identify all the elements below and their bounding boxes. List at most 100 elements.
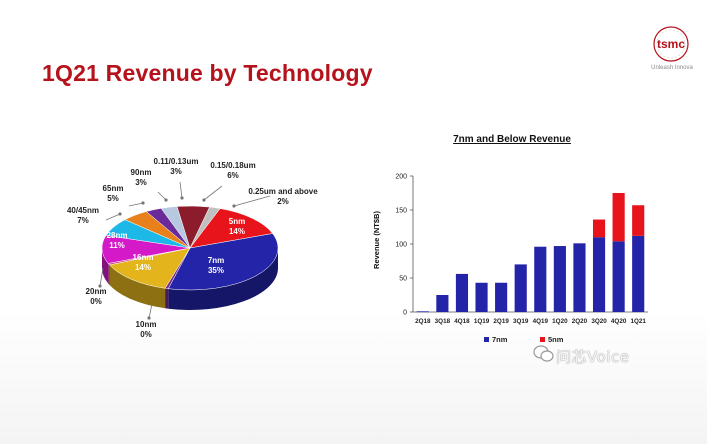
pie-pct-0-15-0-18um: 6% bbox=[227, 171, 239, 180]
bar-x-tick-label: 1Q20 bbox=[552, 318, 568, 325]
bar-x-tick-label: 3Q20 bbox=[591, 318, 607, 325]
bar-x-tick-label: 2Q20 bbox=[572, 318, 588, 325]
pie-pct-0-11-0-13um: 3% bbox=[170, 167, 182, 176]
pie-leader-0-15-0-18um bbox=[203, 185, 223, 201]
pie-pct-90nm: 3% bbox=[135, 178, 147, 187]
pie-side-28nm bbox=[102, 248, 109, 284]
bar-x-tick-label: 4Q20 bbox=[611, 318, 627, 325]
pie-label-90nm: 90nm bbox=[131, 168, 152, 177]
pie-leader-dot-90nm bbox=[164, 198, 168, 202]
bar-y-tick-label: 200 bbox=[395, 174, 407, 181]
pie-leader-dot-40-45nm bbox=[118, 212, 122, 216]
bar-y-tick-label: 150 bbox=[395, 208, 407, 215]
pie-pct-20nm: 0% bbox=[90, 297, 102, 306]
pie-side-7nm bbox=[168, 248, 278, 310]
bar-5nm-1Q21 bbox=[632, 205, 645, 236]
pie-leader-65nm bbox=[128, 202, 144, 207]
bar-7nm-2Q19 bbox=[495, 282, 508, 312]
bar-marks bbox=[416, 193, 645, 313]
bar-x-tick-label: 3Q19 bbox=[513, 318, 529, 325]
bar-y-tick-label: 100 bbox=[395, 242, 407, 249]
bar-7nm-1Q21 bbox=[632, 235, 645, 312]
logo-tagline: Unleash Innova bbox=[651, 65, 693, 71]
pie-pct-28nm: 11% bbox=[109, 241, 125, 250]
pie-label-7nm: 7nm bbox=[208, 256, 224, 265]
pie-leader-0-11-0-13um bbox=[179, 181, 183, 199]
bar-axes: 0 50 100 150 200 2Q18 3Q18 4Q18 1Q19 2Q19 3Q19 4Q19… bbox=[395, 174, 648, 325]
pie-leader-dot-65nm bbox=[141, 201, 145, 205]
bar-7nm-3Q19 bbox=[514, 264, 527, 312]
pie-label-0-15-0-18um: 0.15/0.18um bbox=[210, 161, 255, 170]
bar-7nm-4Q19 bbox=[534, 246, 547, 312]
pie-slice-5nm bbox=[189, 208, 274, 249]
pie-slice-0-25um-and-above bbox=[189, 206, 221, 249]
pie-leader-0-25um-and-above bbox=[233, 195, 271, 207]
pie-label-20nm: 20nm bbox=[86, 287, 107, 296]
legend-label-5nm: 5nm bbox=[548, 335, 564, 344]
logo-ring bbox=[653, 26, 689, 62]
legend-swatch-7nm bbox=[484, 337, 489, 342]
pie-slice-7nm bbox=[167, 233, 279, 291]
bar-5nm-4Q20 bbox=[612, 193, 625, 242]
pie-label-28nm: 28nm bbox=[107, 231, 128, 240]
pie-pct-7nm: 35% bbox=[208, 266, 224, 275]
slide-title: 1Q21 Revenue by Technology bbox=[42, 60, 373, 86]
bar-x-tick-label: 2Q19 bbox=[493, 318, 509, 325]
pie-slice-16nm bbox=[108, 247, 191, 289]
pie-leader-dot-20nm bbox=[98, 284, 102, 288]
bar-7nm-1Q19 bbox=[475, 282, 488, 312]
tsmc-logo: tsmc bbox=[653, 26, 689, 62]
bar-7nm-3Q20 bbox=[592, 237, 606, 312]
pie-label-40-45nm: 40/45nm bbox=[67, 206, 99, 215]
bar-x-tick-label: 2Q18 bbox=[415, 318, 431, 325]
bar-7nm-3Q18 bbox=[436, 295, 449, 312]
pie-leader-20nm bbox=[99, 267, 104, 287]
pie-label-65nm: 65nm bbox=[103, 184, 124, 193]
bar-7nm-4Q18 bbox=[455, 273, 469, 312]
pie-tops bbox=[101, 205, 279, 291]
pie-label-0-25um-and-above: 0.25um and above bbox=[248, 187, 318, 196]
bar-y-axis-label: Revenue (NT$B) bbox=[372, 211, 381, 269]
pie-leader-10nm bbox=[148, 303, 153, 319]
pie-side-20nm bbox=[108, 263, 110, 285]
pie-label-5nm: 5nm bbox=[229, 217, 245, 226]
pie-labels: 5nm14%7nm35%10nm0%16nm14%20nm0%28nm11%40… bbox=[67, 157, 318, 339]
bar-legend: 7nm 5nm bbox=[484, 335, 564, 344]
legend-label-7nm: 7nm bbox=[492, 335, 508, 344]
logo-inner-ring bbox=[656, 29, 686, 59]
watermark-text: 问芯Voice bbox=[556, 348, 630, 366]
bar-y-tick-label: 50 bbox=[399, 276, 407, 283]
pie-leader-dot-0-15-0-18um bbox=[202, 198, 206, 202]
bar-7nm-2Q20 bbox=[573, 243, 586, 312]
bar-y-tick-label: 0 bbox=[403, 310, 407, 317]
pie-side-10nm bbox=[165, 288, 169, 309]
pie-pct-0-25um-and-above: 2% bbox=[277, 197, 289, 206]
pie-pct-40-45nm: 7% bbox=[77, 216, 89, 225]
watermark-icon bbox=[533, 345, 554, 362]
pie-label-10nm: 10nm bbox=[136, 320, 157, 329]
pie-leader-dot-0-11-0-13um bbox=[180, 196, 184, 200]
bar-x-tick-label: 3Q18 bbox=[435, 318, 451, 325]
pie-pct-10nm: 0% bbox=[140, 330, 152, 339]
bar-x-tick-label: 1Q19 bbox=[474, 318, 490, 325]
bar-7nm-2Q18 bbox=[416, 311, 429, 313]
pie-label-0-11-0-13um: 0.11/0.13um bbox=[154, 157, 199, 166]
pie-leader-90nm bbox=[157, 191, 167, 201]
pie-label-16nm: 16nm bbox=[133, 253, 154, 262]
pie-leader-dot-10nm bbox=[147, 316, 151, 320]
bar-chart-title: 7nm and Below Revenue bbox=[453, 134, 571, 145]
pie-leader-dot-0-25um-and-above bbox=[232, 204, 236, 208]
bar-5nm-3Q20 bbox=[592, 219, 606, 238]
pie-leader-40-45nm bbox=[105, 213, 121, 221]
pie-pct-65nm: 5% bbox=[107, 194, 119, 203]
pie-pct-5nm: 14% bbox=[229, 227, 245, 236]
bar-7nm-4Q20 bbox=[612, 241, 625, 312]
bar-x-tick-label: 4Q18 bbox=[454, 318, 470, 325]
bar-7nm-1Q20 bbox=[553, 246, 566, 312]
bar-x-tick-label: 1Q21 bbox=[631, 318, 647, 325]
logo-wordmark: tsmc bbox=[657, 37, 685, 51]
legend-swatch-5nm bbox=[540, 337, 545, 342]
